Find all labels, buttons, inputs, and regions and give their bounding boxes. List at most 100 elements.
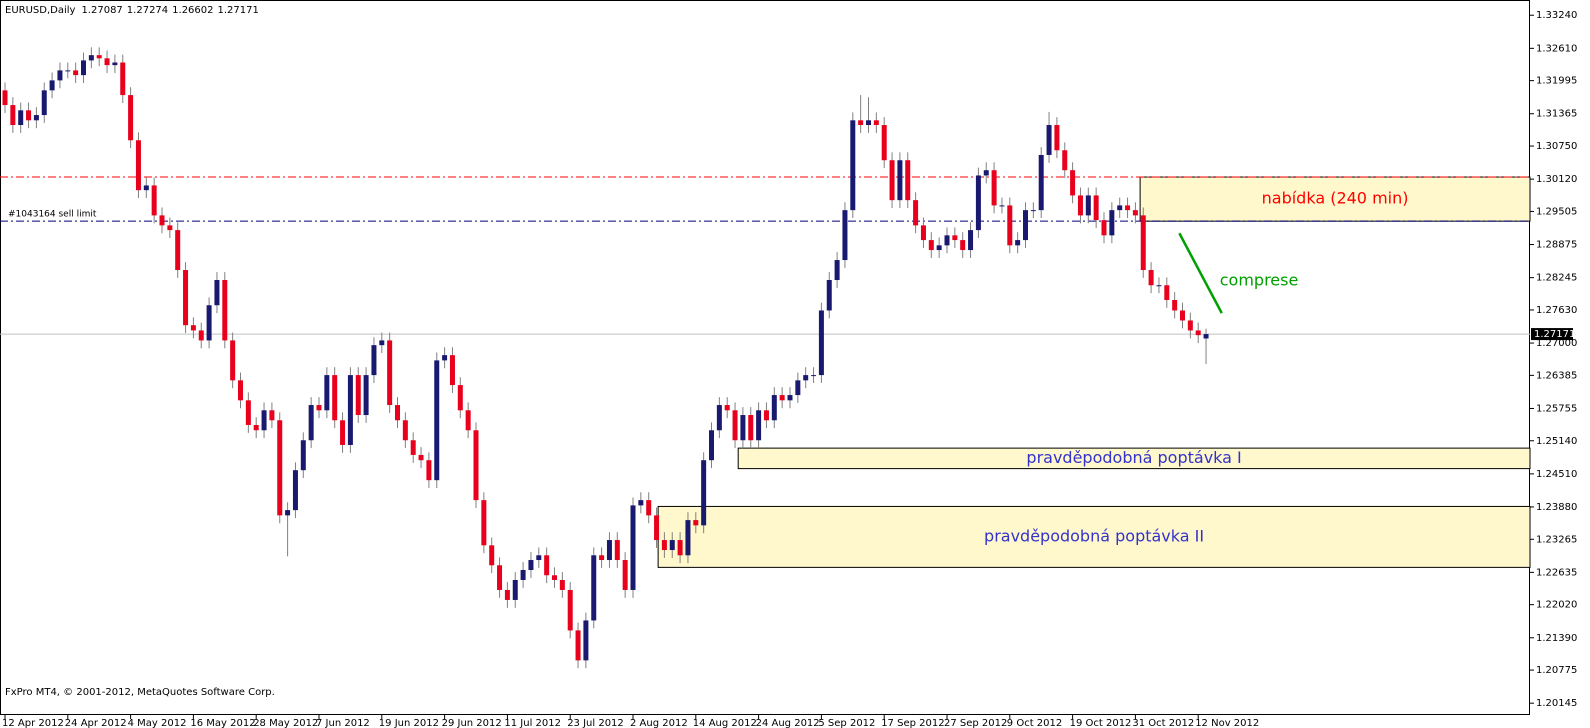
y-tick-label: 1.27000: [1536, 338, 1577, 349]
candle-body: [379, 340, 385, 346]
candle-body: [410, 440, 416, 455]
zone-label: nabídka (240 min): [1262, 189, 1409, 208]
candle-body: [826, 280, 832, 311]
candle-body: [740, 415, 746, 441]
candle-body: [881, 125, 887, 161]
candle-body: [120, 62, 126, 96]
candle-body: [567, 589, 573, 631]
candle-body: [1140, 215, 1146, 271]
candle-body: [520, 570, 526, 580]
candle-body: [355, 375, 361, 416]
candle-body: [913, 200, 919, 226]
candle-body: [1203, 334, 1209, 339]
candle-body: [748, 415, 754, 441]
candle-body: [677, 540, 683, 556]
candle-body: [347, 375, 353, 445]
candle-body: [1085, 195, 1091, 216]
candle-body: [167, 225, 173, 231]
candle-body: [449, 355, 455, 386]
candle-body: [889, 160, 895, 201]
candle-body: [198, 330, 204, 341]
chart-header: EURUSD,Daily 1.27087 1.27274 1.26602 1.27171: [5, 5, 259, 16]
candle-body: [96, 55, 102, 59]
candle-body: [206, 305, 212, 341]
candle-body: [512, 579, 518, 600]
candle-body: [41, 90, 47, 116]
candle-body: [606, 540, 612, 561]
footer: FxPro MT4, © 2001-2012, MetaQuotes Softw…: [5, 687, 275, 698]
candle-body: [300, 440, 306, 471]
candle-body: [905, 160, 911, 201]
y-tick-label: 1.31995: [1536, 76, 1577, 87]
candle-body: [253, 425, 259, 431]
candle-body: [426, 460, 432, 481]
candle-body: [1180, 310, 1185, 321]
candle-body: [999, 205, 1005, 207]
candle-body: [622, 560, 628, 590]
candle-body: [504, 589, 510, 600]
x-tick-label: 5 Sep 2012: [818, 718, 875, 728]
candle-body: [1125, 205, 1131, 211]
candle-body: [1062, 150, 1068, 171]
x-tick-label: 24 Apr 2012: [65, 718, 127, 728]
candle-body: [968, 230, 974, 251]
candle-body: [434, 360, 440, 481]
candle-body: [1054, 125, 1060, 151]
y-tick-label: 1.25140: [1536, 436, 1577, 447]
candle-body: [1077, 195, 1083, 216]
candle-body: [866, 120, 871, 126]
candle-body: [1109, 210, 1115, 236]
candle-body: [646, 500, 652, 516]
candle-body: [18, 110, 24, 126]
zone: [1139, 176, 1531, 222]
x-tick-label: 9 Oct 2012: [1007, 718, 1062, 728]
candle-body: [151, 185, 157, 216]
candle-body: [1195, 330, 1201, 336]
y-tick-label: 1.22020: [1536, 600, 1577, 611]
candle-body: [552, 575, 557, 580]
candle-body: [528, 560, 534, 571]
candle-body: [1046, 125, 1052, 155]
candle-body: [1172, 299, 1178, 311]
x-tick-label: 23 Jul 2012: [567, 718, 624, 728]
candle-body: [630, 505, 636, 590]
y-tick-label: 1.28245: [1536, 273, 1577, 284]
candle-body: [332, 375, 338, 421]
candle-body: [81, 60, 86, 76]
candle-body: [175, 230, 181, 271]
candle-body: [26, 110, 32, 121]
candle-body: [920, 225, 926, 241]
x-tick-label: 12 Apr 2012: [2, 718, 64, 728]
candle-body: [159, 215, 165, 226]
y-tick-label: 1.27630: [1536, 305, 1577, 316]
candle-body: [709, 430, 714, 461]
candle-body: [818, 310, 824, 376]
y-tick-label: 1.21390: [1536, 633, 1577, 644]
candle-body: [559, 579, 565, 590]
candle-body: [65, 70, 71, 72]
candle-body: [1007, 205, 1013, 246]
x-tick-label: 29 Jun 2012: [442, 718, 502, 728]
candle-body: [771, 395, 777, 421]
x-tick-label: 17 Sep 2012: [881, 718, 944, 728]
y-tick-label: 1.23880: [1536, 502, 1577, 513]
candle-body: [842, 210, 848, 261]
x-tick-label: 2 Aug 2012: [630, 718, 688, 728]
candle-body: [473, 430, 479, 501]
candle-body: [1164, 285, 1170, 300]
x-tick-label: 7 Jun 2012: [316, 718, 370, 728]
candle-body: [285, 510, 291, 516]
x-tick-label: 11 Jul 2012: [504, 718, 561, 728]
candle-body: [316, 405, 322, 411]
candle-body: [897, 160, 903, 201]
candle-body: [245, 400, 251, 426]
candle-body: [143, 185, 149, 191]
candle-body: [497, 565, 503, 590]
candle-body: [340, 420, 346, 445]
y-tick-label: 1.29505: [1536, 206, 1577, 217]
candle-body: [402, 420, 408, 441]
high-value: 1.27274: [127, 5, 168, 16]
y-tick-label: 1.30120: [1536, 174, 1577, 185]
price-box: [1531, 328, 1573, 341]
